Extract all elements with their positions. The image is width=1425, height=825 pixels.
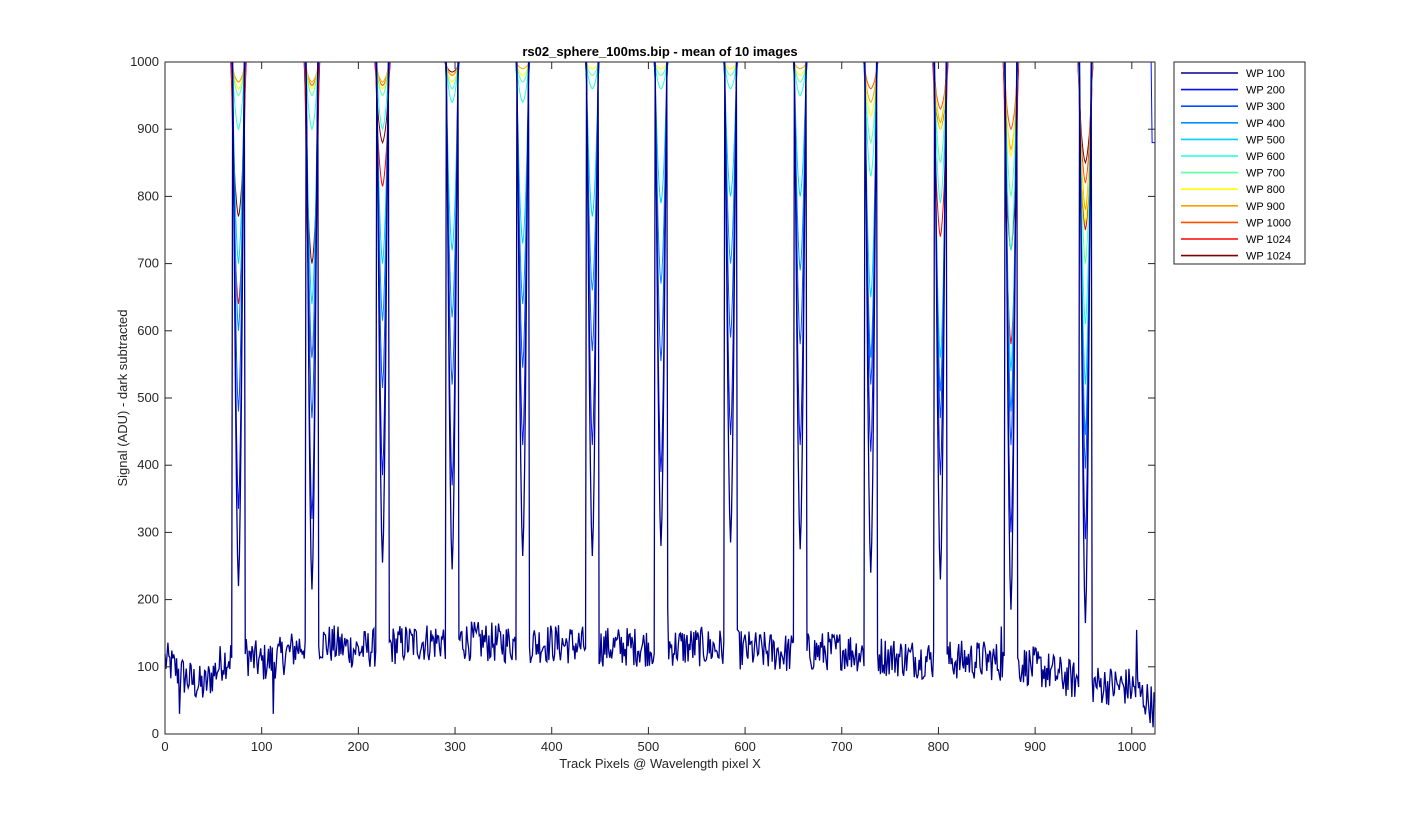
y-tick-label: 800	[137, 188, 159, 203]
y-tick-label: 600	[137, 323, 159, 338]
series-line-1	[164, 61, 1156, 728]
legend: WP 100 WP 200 WP 300 WP 400 WP 500 WP 600 WP 7…	[1173, 61, 1306, 265]
plot-area	[165, 62, 1155, 734]
x-tick-label: 0	[161, 739, 168, 754]
x-axis-label: Track Pixels @ Wavelength pixel X	[559, 756, 761, 771]
y-tick-label: 0	[152, 726, 159, 741]
legend-label: WP 300	[1246, 101, 1285, 113]
legend-box	[1173, 61, 1306, 265]
legend-label: WP 400	[1246, 118, 1285, 130]
x-tick-label: 700	[831, 739, 853, 754]
legend-label: WP 900	[1246, 201, 1285, 213]
legend-label: WP 100	[1246, 68, 1285, 80]
y-tick-label: 500	[137, 390, 159, 405]
y-tick-label: 400	[137, 457, 159, 472]
x-tick-label: 300	[444, 739, 466, 754]
legend-label: WP 1024	[1246, 234, 1291, 246]
legend-label: WP 800	[1246, 184, 1285, 196]
x-tick-label: 900	[1024, 739, 1046, 754]
x-tick-label: 400	[541, 739, 563, 754]
x-tick-label: 600	[734, 739, 756, 754]
x-tick-label: 500	[638, 739, 660, 754]
x-tick-label: 100	[251, 739, 273, 754]
x-tick-label: 1000	[1117, 739, 1146, 754]
y-tick-label: 100	[137, 659, 159, 674]
y-axis: 0 100 200 300 400 500 600 700 800 900 1000	[130, 54, 1155, 741]
legend-label: WP 200	[1246, 85, 1285, 97]
x-tick-label: 800	[928, 739, 950, 754]
y-tick-label: 300	[137, 524, 159, 539]
y-tick-label: 900	[137, 121, 159, 136]
x-axis: 0 100 200 300 400 500 600 700 800 900 1000	[161, 62, 1146, 754]
y-axis-label: Signal (ADU) - dark subtracted	[115, 309, 130, 486]
legend-label: WP 1024	[1246, 251, 1291, 263]
legend-label: WP 700	[1246, 168, 1285, 180]
legend-label: WP 1000	[1246, 217, 1291, 229]
y-tick-label: 1000	[130, 54, 159, 69]
y-tick-label: 200	[137, 592, 159, 607]
y-tick-label: 700	[137, 256, 159, 271]
legend-label: WP 500	[1246, 134, 1285, 146]
chart-title: rs02_sphere_100ms.bip - mean of 10 image…	[522, 44, 797, 59]
legend-entries: WP 100 WP 200 WP 300 WP 400 WP 500 WP 600 WP 7…	[1181, 68, 1291, 263]
x-tick-label: 200	[348, 739, 370, 754]
legend-label: WP 600	[1246, 151, 1285, 163]
